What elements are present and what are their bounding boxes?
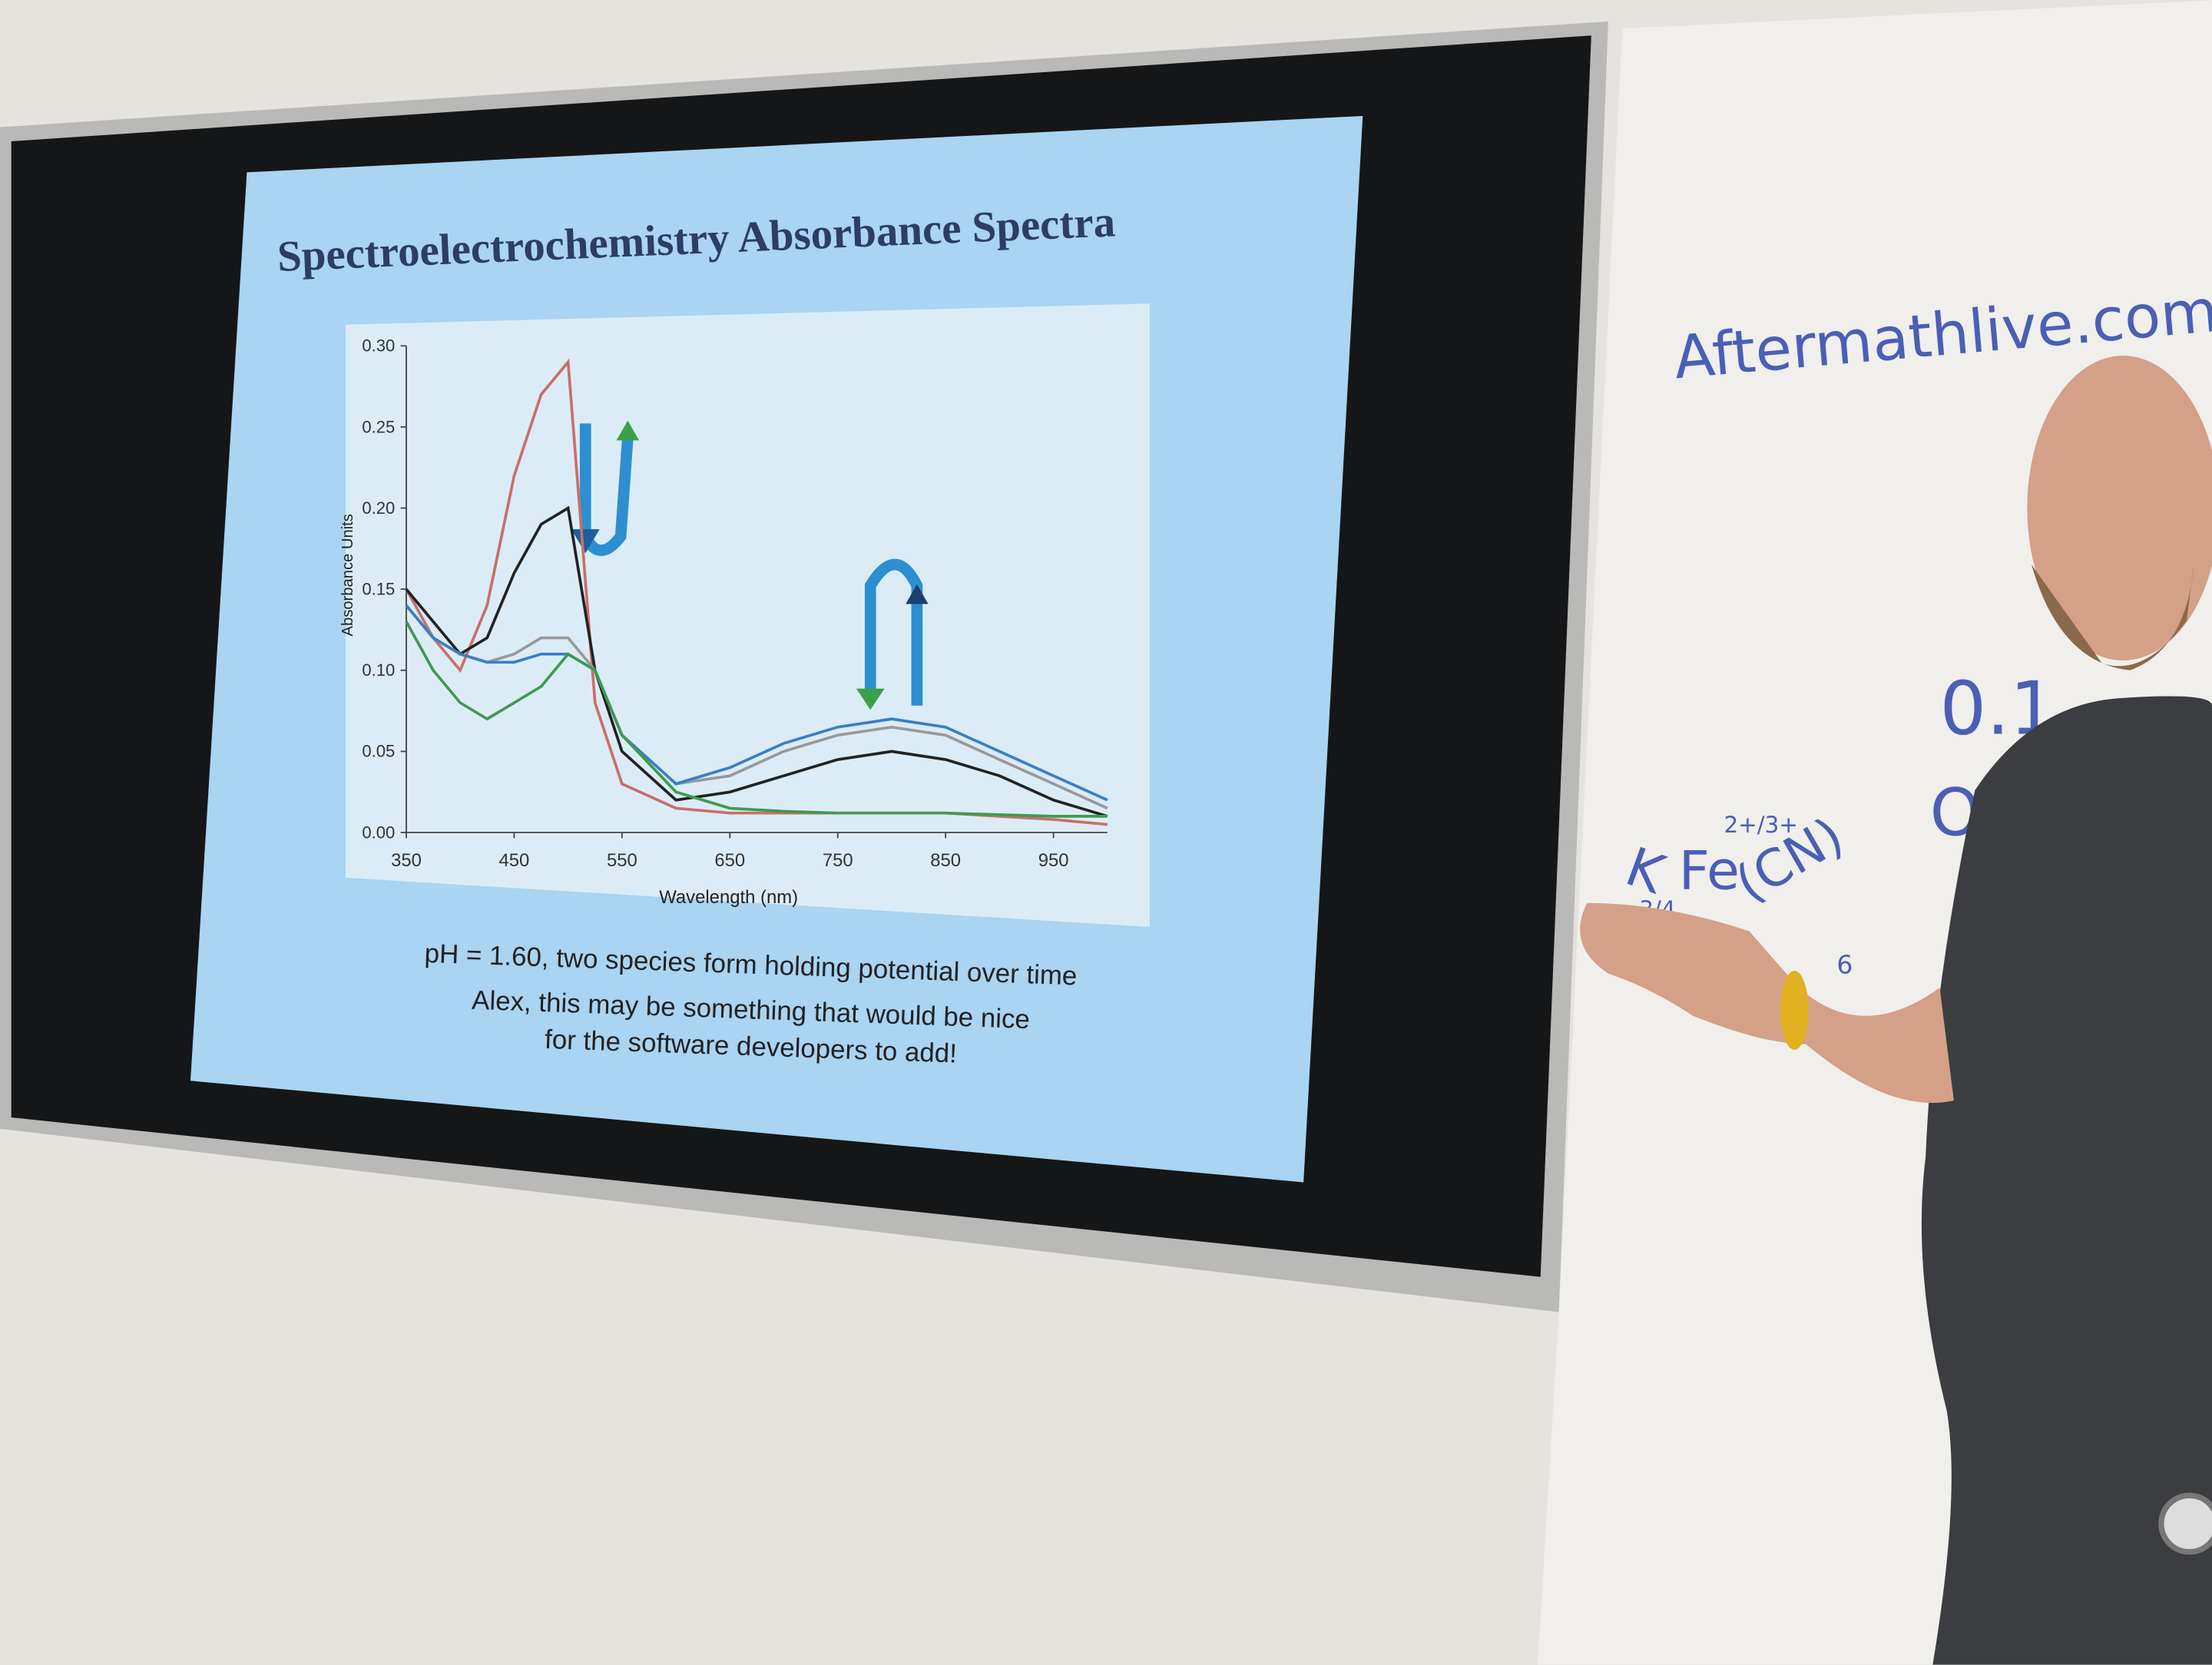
whiteboard-text: Fe bbox=[1679, 839, 1740, 902]
x-axis-label: Wavelength (nm) bbox=[659, 887, 798, 908]
series-line bbox=[405, 604, 1108, 802]
x-tick-label: 950 bbox=[1038, 850, 1069, 871]
chart-area bbox=[346, 303, 1150, 928]
x-tick-label: 550 bbox=[607, 850, 637, 871]
x-tick-label: 850 bbox=[930, 850, 961, 871]
y-tick-label: 0.15 bbox=[362, 580, 395, 599]
y-tick-label: 0.10 bbox=[362, 660, 395, 680]
x-tick-label: 650 bbox=[714, 850, 745, 871]
y-tick-label: 0.00 bbox=[362, 823, 395, 842]
whiteboard-text: 2+/3+ bbox=[1724, 812, 1798, 838]
series-line bbox=[405, 621, 1108, 818]
whiteboard-text: 6 bbox=[1836, 950, 1853, 980]
y-tick-label: 0.25 bbox=[362, 417, 395, 436]
chart: 0.00 0.05 0.10 0.15 0.20 0.25 0.30 350 450 550 650… bbox=[339, 336, 1108, 908]
person bbox=[1580, 356, 2212, 1665]
series-line bbox=[405, 505, 1108, 818]
y-tick-label: 0.05 bbox=[362, 742, 395, 761]
x-tick-label: 450 bbox=[499, 850, 530, 871]
arrows bbox=[571, 420, 929, 710]
x-tick-label: 350 bbox=[391, 850, 422, 871]
y-tick-label: 0.20 bbox=[362, 498, 395, 518]
y-axis-label: Absorbance Units bbox=[339, 514, 356, 636]
x-tick-label: 750 bbox=[823, 850, 853, 871]
y-tick-label: 0.30 bbox=[362, 336, 395, 356]
